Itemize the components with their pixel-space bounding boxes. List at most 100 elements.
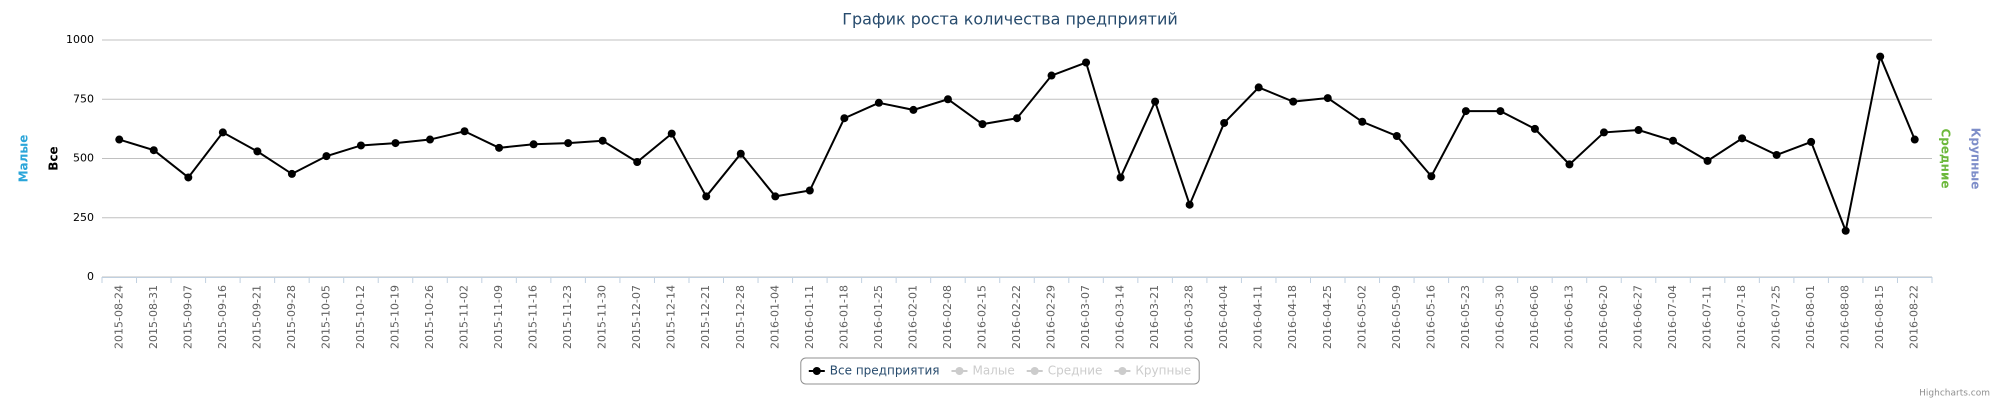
- data-point: [1082, 58, 1091, 67]
- legend-symbol: [812, 367, 821, 375]
- x-tick-label: 2015-11-09: [492, 285, 505, 349]
- x-tick-label: 2015-09-16: [216, 285, 229, 349]
- legend-label: Крупные: [1135, 364, 1191, 378]
- data-point: [1461, 107, 1470, 116]
- chart-title: График роста количества предприятий: [842, 10, 1178, 29]
- x-tick-label: 2016-07-11: [1701, 285, 1714, 349]
- data-point: [633, 158, 642, 167]
- x-tick-label: 2015-11-30: [596, 285, 609, 349]
- data-point: [840, 114, 849, 123]
- x-tick-label: 2016-02-29: [1045, 285, 1058, 349]
- legend-box: [800, 357, 1200, 385]
- data-point: [1738, 134, 1747, 143]
- x-tick-label: 2015-08-31: [147, 285, 160, 349]
- data-point: [667, 129, 676, 138]
- x-tick-label: 2016-01-18: [837, 285, 850, 349]
- x-tick-label: 2016-06-27: [1632, 285, 1645, 349]
- data-point: [1427, 172, 1436, 181]
- legend: Все предприятия Малые Средние Крупные: [800, 357, 1200, 385]
- data-point: [218, 128, 227, 137]
- x-tick-label: 2015-11-16: [527, 285, 540, 349]
- x-tick-label: 2016-08-08: [1839, 285, 1852, 349]
- data-point: [1669, 136, 1678, 145]
- y2-axis-title: Средние: [1939, 128, 1953, 188]
- x-tick-label: 2016-06-13: [1562, 285, 1575, 349]
- x-tick-label: 2015-12-14: [665, 285, 678, 349]
- data-point: [1358, 117, 1367, 126]
- legend-symbol: [1030, 367, 1039, 375]
- data-point: [426, 135, 435, 144]
- data-point: [391, 139, 400, 148]
- data-point: [1013, 114, 1021, 123]
- data-point: [736, 149, 745, 158]
- y-tick-label: 750: [73, 92, 94, 105]
- x-tick-label: 2016-08-01: [1804, 285, 1817, 349]
- x-tick-label: 2016-05-30: [1493, 285, 1506, 349]
- x-tick-label: 2015-11-02: [458, 285, 471, 349]
- data-point: [184, 173, 193, 182]
- x-tick-label: 2016-04-18: [1286, 285, 1299, 349]
- data-point: [115, 135, 124, 144]
- y-tick-label: 1000: [66, 33, 94, 46]
- data-point: [529, 140, 538, 149]
- x-tick-label: 2015-09-28: [285, 285, 298, 349]
- data-point: [943, 95, 952, 104]
- data-point: [978, 120, 987, 129]
- data-point: [1876, 52, 1885, 61]
- data-point: [702, 192, 711, 201]
- data-point: [1289, 97, 1298, 106]
- data-point: [874, 98, 883, 107]
- data-point: [149, 146, 158, 155]
- data-point: [460, 127, 469, 136]
- x-tick-label: 2016-05-09: [1390, 285, 1403, 349]
- data-point: [1634, 126, 1643, 135]
- legend-label: Малые: [972, 364, 1014, 378]
- legend-item[interactable]: Крупные: [1114, 364, 1191, 378]
- x-tick-label: 2015-08-24: [112, 285, 125, 349]
- legend-item[interactable]: Все предприятия: [808, 364, 940, 378]
- x-tick-label: 2016-05-02: [1355, 285, 1368, 349]
- x-tick-label: 2015-12-28: [734, 285, 747, 349]
- x-tick-label: 2015-12-07: [630, 285, 643, 349]
- data-point: [495, 143, 504, 152]
- legend-item[interactable]: Малые: [951, 364, 1015, 378]
- x-tick-label: 2016-05-23: [1459, 285, 1472, 349]
- data-point: [771, 192, 780, 201]
- data-point: [564, 139, 573, 148]
- y-axis-title: Малые: [17, 135, 31, 183]
- data-point: [1703, 156, 1712, 165]
- x-tick-label: 2016-06-20: [1597, 285, 1610, 349]
- x-tick-label: 2016-04-04: [1217, 285, 1230, 349]
- data-point: [356, 141, 365, 150]
- legend-item[interactable]: Средние: [1026, 364, 1103, 378]
- data-point: [1185, 200, 1194, 209]
- legend-symbol: [1118, 367, 1127, 375]
- data-point: [1116, 173, 1125, 182]
- x-tick-label: 2016-06-06: [1528, 285, 1541, 349]
- x-tick-label: 2016-07-18: [1735, 285, 1748, 349]
- x-tick-label: 2015-10-12: [354, 285, 367, 349]
- x-tick-label: 2016-01-25: [872, 285, 885, 349]
- x-tick-label: 2016-02-22: [1010, 285, 1023, 349]
- data-point: [1151, 97, 1160, 106]
- data-point: [253, 147, 262, 156]
- x-tick-label: 2016-08-15: [1873, 285, 1886, 349]
- x-tick-label: 2016-07-25: [1770, 285, 1783, 349]
- x-tick-label: 2016-04-11: [1252, 285, 1265, 349]
- data-point: [1910, 135, 1919, 144]
- data-point: [1047, 71, 1056, 80]
- y-axis-title: Все: [47, 146, 61, 170]
- data-point: [1565, 160, 1574, 169]
- x-tick-label: 2016-08-22: [1908, 285, 1921, 349]
- data-point: [598, 136, 607, 145]
- x-tick-label: 2016-02-15: [975, 285, 988, 349]
- y-tick-label: 0: [87, 270, 94, 283]
- x-tick-label: 2015-11-23: [561, 285, 574, 349]
- data-point: [1392, 131, 1401, 140]
- data-point: [909, 105, 918, 114]
- x-tick-label: 2015-12-21: [699, 285, 712, 349]
- data-point: [287, 169, 296, 178]
- legend-symbol: [955, 367, 964, 375]
- credits[interactable]: Highcharts.com: [1919, 389, 1990, 399]
